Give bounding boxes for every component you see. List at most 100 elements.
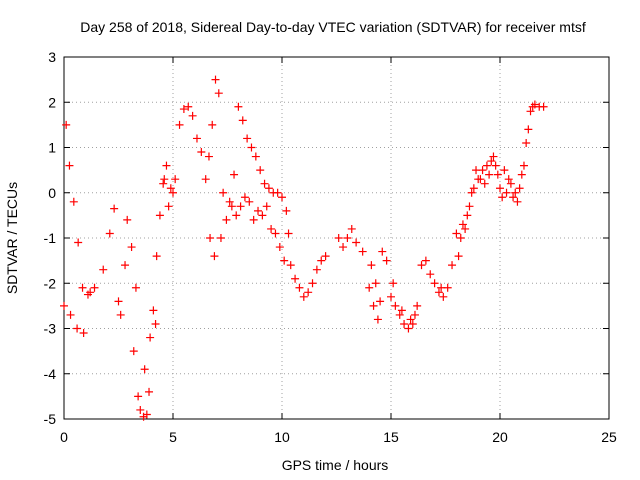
data-point [215,89,223,97]
data-point [176,121,184,129]
data-point [73,325,81,333]
data-point [91,284,99,292]
data-point [278,193,286,201]
data-point [407,315,415,323]
x-tick-label: 20 [492,429,508,445]
y-tick-label: 1 [48,140,56,156]
data-point [74,239,82,247]
data-point [487,157,495,165]
x-tick-label: 0 [60,429,68,445]
data-point [239,116,247,124]
data-point [465,202,473,210]
data-point [485,171,493,179]
y-tick-label: 3 [48,49,56,65]
y-tick-label: -3 [44,321,57,337]
data-point [128,243,136,251]
data-point [106,229,114,237]
data-point [280,257,288,265]
y-tick-label: -5 [44,411,57,427]
data-point [146,334,154,342]
y-tick-label: 0 [48,185,56,201]
data-point [197,148,205,156]
data-point [167,184,175,192]
data-point [132,284,140,292]
data-point [448,261,456,269]
data-point [237,202,245,210]
data-point [472,166,480,174]
data-point [313,266,321,274]
data-point [387,293,395,301]
data-point [210,252,218,260]
data-point [65,162,73,170]
data-point [418,261,426,269]
data-point [232,211,240,219]
data-point [398,306,406,314]
data-point [426,270,434,278]
x-tick-label: 5 [169,429,177,445]
data-point [370,302,378,310]
data-point [145,388,153,396]
data-point [516,184,524,192]
data-point [339,243,347,251]
data-point [409,320,417,328]
x-tick-label: 10 [274,429,290,445]
data-point [261,180,269,188]
data-point [505,175,513,183]
data-points [60,76,548,421]
data-point [437,284,445,292]
x-tick-label: 15 [383,429,399,445]
data-point [208,121,216,129]
chart-title: Day 258 of 2018, Sidereal Day-to-day VTE… [80,19,586,35]
data-point [169,189,177,197]
data-point [352,239,360,247]
data-point [245,198,253,206]
data-point [291,275,299,283]
data-point [67,311,75,319]
data-point [300,293,308,301]
data-point [376,297,384,305]
data-point [117,311,125,319]
data-point [62,121,70,129]
data-point [304,288,312,296]
data-point [123,216,131,224]
data-point [492,162,500,170]
data-point [287,261,295,269]
data-point [205,153,213,161]
data-point [295,284,303,292]
data-point [256,166,264,174]
data-point [483,162,491,170]
data-point [411,311,419,319]
data-point [219,189,227,197]
data-point [193,134,201,142]
data-point [165,202,173,210]
data-point [494,171,502,179]
data-point [389,279,397,287]
data-point [461,225,469,233]
data-point [396,311,404,319]
data-point [70,198,78,206]
data-point [202,175,210,183]
data-point [372,279,380,287]
data-point [171,175,179,183]
data-point [383,257,391,265]
data-point [250,216,258,224]
data-point [258,211,266,219]
data-point [509,193,517,201]
data-point [217,234,225,242]
data-point [267,225,275,233]
data-point [153,252,161,260]
data-point [435,288,443,296]
data-point [271,229,279,237]
data-point [391,302,399,310]
data-point [110,205,118,213]
data-point [400,320,408,328]
data-point [374,315,382,323]
data-point [79,284,87,292]
data-point [149,306,157,314]
data-point [254,207,262,215]
y-tick-label: -1 [44,230,57,246]
data-point [468,189,476,197]
data-point [222,216,230,224]
data-point [459,220,467,228]
data-point [241,193,249,201]
